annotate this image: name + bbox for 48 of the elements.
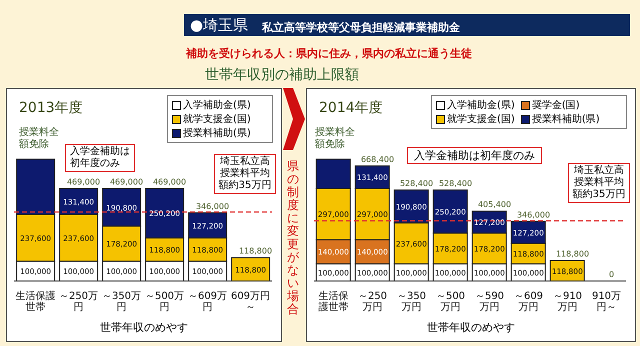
text: 県の制度に変更がない場合 xyxy=(287,159,299,316)
chart-title: 2014年度 xyxy=(319,99,383,117)
x-tick-label: ～910万円 xyxy=(552,291,582,313)
total-label: 346,000 xyxy=(196,202,230,211)
ref-line-label: 埼玉私立高授業料平均額約35万円 xyxy=(214,154,276,194)
total-label: 118,800 xyxy=(556,250,590,259)
total-label: 668,400 xyxy=(360,154,394,164)
legend-label: 入学補助金(県) xyxy=(446,98,515,112)
legend-label: 授業料補助(県) xyxy=(182,126,251,140)
x-tick-label: 910万円～ xyxy=(592,291,622,313)
x-axis-title: 世帯年収のめやす xyxy=(99,320,189,335)
total-label: 118,800 xyxy=(238,246,272,256)
annotation: 入学金補助は初年度のみ xyxy=(65,144,135,172)
total-label: 469,000 xyxy=(66,178,100,187)
total-label: 405,400 xyxy=(478,200,512,210)
x-tick-label: ～590万円 xyxy=(474,291,504,313)
x-tick-label: ～500万円 xyxy=(144,291,184,313)
legend-label: 就学支援金(国) xyxy=(446,112,515,126)
text: 私立高等学校等父母負担軽減事業補助金 xyxy=(262,20,460,35)
legend-label: 就学支援金(国) xyxy=(182,112,251,126)
x-tick-label: ～609万円 xyxy=(188,291,228,313)
ref-line-label: 埼玉私立高授業料平均額約35万円 xyxy=(568,162,630,203)
total-label: 469,000 xyxy=(152,178,186,187)
text: 世帯年収別の補助上限額 xyxy=(205,66,359,84)
text: 授業料全額免除 xyxy=(19,127,60,151)
annotation: 入学金補助は初年度のみ xyxy=(407,147,542,164)
chart-title: 2013年度 xyxy=(19,99,83,117)
total-label: 346,000 xyxy=(516,210,550,220)
text: 授業料全額免除 xyxy=(315,127,356,151)
legend-label: 授業料補助(県) xyxy=(530,112,600,126)
total-label: 469,000 xyxy=(110,178,144,187)
x-tick-label: 生活保護世帯 xyxy=(318,290,348,313)
total-label: 0 xyxy=(608,270,614,279)
x-tick-label: 生活保護世帯 xyxy=(16,290,56,313)
x-tick-label: ～350万円 xyxy=(102,291,142,313)
x-tick-label: ～250万円 xyxy=(358,291,388,313)
text: ●埼玉県 xyxy=(190,16,248,35)
text: 補助を受けられる人：県内に住み，県内の私立に通う生徒 xyxy=(186,46,472,61)
x-tick-label: 609万円～ xyxy=(230,291,270,313)
total-label: 528,400 xyxy=(438,179,472,188)
x-tick-label: ～350万円 xyxy=(396,291,426,313)
legend-label: 奨学金(国) xyxy=(530,98,580,112)
x-tick-label: ～250万円 xyxy=(58,291,98,313)
x-axis-title: 世帯年収のめやす xyxy=(426,320,516,335)
total-label: 528,400 xyxy=(400,179,434,188)
x-tick-label: ～609万円 xyxy=(514,291,544,313)
x-tick-label: ～500万円 xyxy=(436,291,466,313)
legend-label: 入学補助金(県) xyxy=(182,98,251,112)
